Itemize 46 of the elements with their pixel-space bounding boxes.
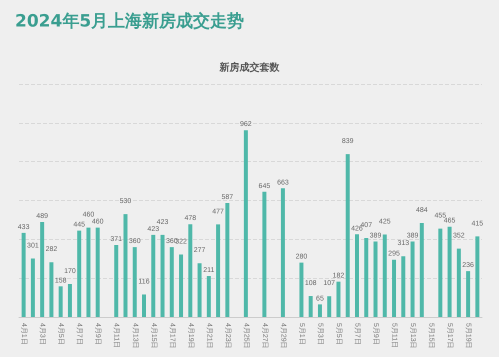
bar (206, 276, 211, 317)
bar (225, 203, 230, 317)
bar (382, 234, 387, 317)
bar (170, 247, 174, 317)
bar (160, 234, 165, 317)
bar (299, 262, 304, 317)
bar (448, 226, 452, 317)
bar (346, 154, 350, 317)
bar (30, 258, 35, 317)
bar (318, 304, 322, 317)
bar (410, 241, 415, 317)
chart-title: 2024年5月上海新房成交走势 (15, 12, 244, 32)
bar (327, 296, 332, 317)
bar (114, 244, 118, 317)
bar (438, 228, 442, 317)
bar (77, 230, 82, 317)
bar (68, 284, 72, 317)
bar (86, 228, 90, 317)
bar (420, 223, 424, 317)
bar (151, 234, 156, 317)
bar (123, 214, 128, 317)
bar (198, 263, 202, 317)
bar (244, 130, 248, 317)
bar (401, 256, 406, 317)
bar (179, 254, 184, 317)
bar (280, 188, 285, 317)
bar (188, 224, 192, 317)
bar (262, 192, 266, 317)
bar (308, 296, 313, 317)
bar (392, 260, 396, 317)
bar (96, 228, 100, 317)
bar (475, 236, 480, 317)
bar (142, 294, 146, 317)
bar (22, 232, 26, 317)
bar (466, 271, 470, 317)
bar (132, 247, 137, 317)
bar (216, 224, 220, 317)
bar (336, 282, 340, 317)
bar (58, 286, 63, 317)
bar (374, 241, 378, 317)
bar (354, 234, 359, 317)
bar (364, 238, 368, 317)
bar (40, 222, 44, 317)
bar (456, 248, 461, 317)
chart-subtitle: 新房成交套数 (218, 62, 280, 74)
bar (49, 262, 54, 317)
